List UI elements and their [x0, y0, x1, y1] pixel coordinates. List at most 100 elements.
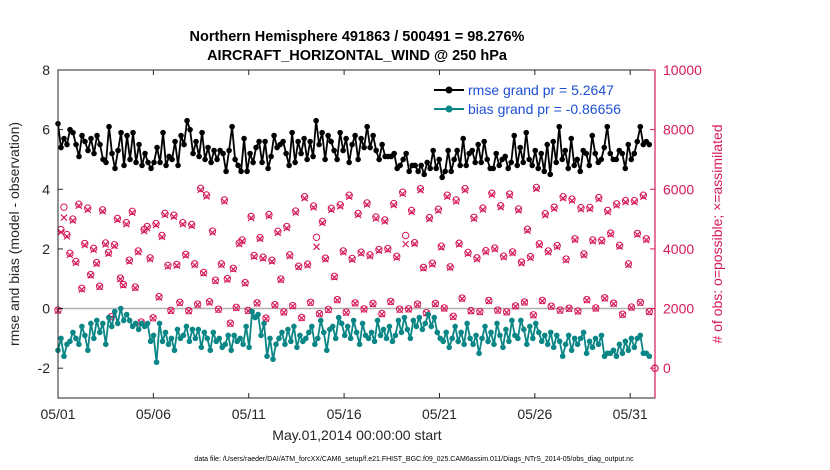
obs-assimilated-marker [443, 193, 451, 201]
bias-marker [294, 344, 300, 351]
obs-assimilated-marker [348, 256, 356, 264]
rmse-marker [508, 159, 515, 166]
rmse-marker [619, 150, 626, 157]
obs-possible-marker [253, 299, 261, 307]
obs-possible-marker [568, 195, 576, 203]
bias-marker [270, 356, 276, 363]
obs-possible-marker [336, 201, 344, 209]
obs-possible-marker [636, 298, 645, 306]
obs-possible-marker [470, 213, 478, 222]
obs-possible-marker [603, 206, 612, 215]
obs-possible-marker [345, 191, 353, 199]
rmse-marker [313, 117, 319, 124]
obs-possible-marker [401, 231, 410, 240]
obs-possible-marker [116, 274, 125, 282]
obs-assimilated-marker [494, 307, 502, 315]
obs-assimilated-marker [357, 249, 365, 257]
y-left-tick-label: 8 [42, 62, 50, 78]
rmse-marker [607, 150, 614, 157]
obs-assimilated-marker [482, 248, 490, 256]
bias-marker [371, 338, 378, 345]
bias-marker [341, 332, 348, 339]
obs-possible-marker [520, 298, 529, 306]
rmse-marker [541, 168, 548, 175]
rmse-marker [418, 162, 424, 169]
obs-assimilated-marker [277, 276, 285, 284]
y-right-tick-label: 4000 [663, 241, 694, 257]
rmse-marker [439, 174, 445, 181]
rmse-marker [154, 144, 160, 151]
obs-possible-marker [446, 263, 454, 271]
obs-possible-marker [69, 215, 77, 223]
obs-possible-marker [378, 309, 386, 318]
bias-marker [201, 329, 208, 336]
rmse-marker [415, 168, 421, 175]
obs-possible-marker [508, 248, 517, 256]
y-left-tick-label: 0 [42, 301, 50, 317]
obs-possible-marker [505, 190, 514, 198]
obs-assimilated-marker [636, 299, 644, 307]
obs-assimilated-marker [298, 314, 306, 322]
obs-possible-marker [176, 298, 184, 306]
bias-marker [249, 308, 255, 315]
x-tick-label: 05/01 [40, 406, 75, 422]
y-right-axis-label: # of obs: o=possible; ×=assimilated [709, 124, 725, 343]
obs-possible-marker [517, 258, 526, 266]
bias-marker [61, 353, 67, 360]
obs-possible-marker [75, 200, 83, 208]
obs-assimilated-marker [363, 201, 371, 208]
obs-assimilated-marker [497, 203, 505, 211]
bias-series [55, 305, 653, 366]
obs-possible-marker [369, 299, 377, 308]
bias-marker [425, 311, 432, 318]
obs-possible-marker [488, 189, 496, 197]
rmse-marker [190, 150, 196, 157]
y-left-axis-ticks: -2 0 2 4 6 8 [38, 62, 63, 376]
obs-assimilated-marker [336, 202, 344, 210]
obs-possible-marker [615, 241, 624, 250]
obs-assimilated-marker [479, 206, 487, 213]
rmse-marker [193, 138, 199, 145]
rmse-marker [334, 156, 340, 163]
rmse-marker [280, 138, 286, 145]
rmse-marker [400, 156, 406, 163]
obs-assimilated-marker [149, 314, 157, 322]
rmse-marker [562, 147, 569, 154]
obs-possible-marker [529, 311, 538, 319]
bias-marker [246, 344, 252, 351]
bias-marker [180, 332, 187, 339]
obs-possible-marker [238, 236, 246, 244]
rmse-marker [514, 162, 521, 169]
rmse-marker [550, 138, 557, 145]
obs-possible-marker [315, 309, 324, 318]
obs-assimilated-marker [256, 235, 264, 243]
obs-assimilated-marker [506, 192, 514, 199]
rmse-marker [169, 156, 175, 163]
obs-possible-marker [134, 247, 142, 255]
bias-marker [377, 332, 384, 339]
obs-assimilated-marker [191, 261, 199, 269]
obs-assimilated-marker [128, 209, 136, 217]
bias-marker [577, 335, 584, 342]
bias-marker [583, 350, 590, 357]
obs-assimilated-marker [354, 211, 362, 219]
obs-possible-marker [571, 235, 579, 243]
x-tick-label: 05/06 [136, 406, 171, 422]
obs-possible-marker [574, 307, 582, 315]
obs-possible-marker [452, 196, 460, 204]
bias-marker [335, 314, 342, 321]
bias-marker [533, 320, 539, 327]
bias-marker [85, 347, 91, 354]
obs-assimilated-marker [307, 299, 314, 307]
obs-possible-marker [642, 235, 651, 243]
obs-assimilated-marker [194, 301, 202, 309]
obs-possible-marker [262, 314, 270, 322]
obs-assimilated-marker [134, 248, 142, 256]
bias-marker [240, 341, 246, 348]
bias-marker [258, 332, 264, 339]
bias-marker [147, 338, 154, 345]
obs-possible-marker [95, 282, 104, 290]
obs-assimilated-marker [321, 255, 329, 263]
rmse-marker [544, 141, 551, 148]
